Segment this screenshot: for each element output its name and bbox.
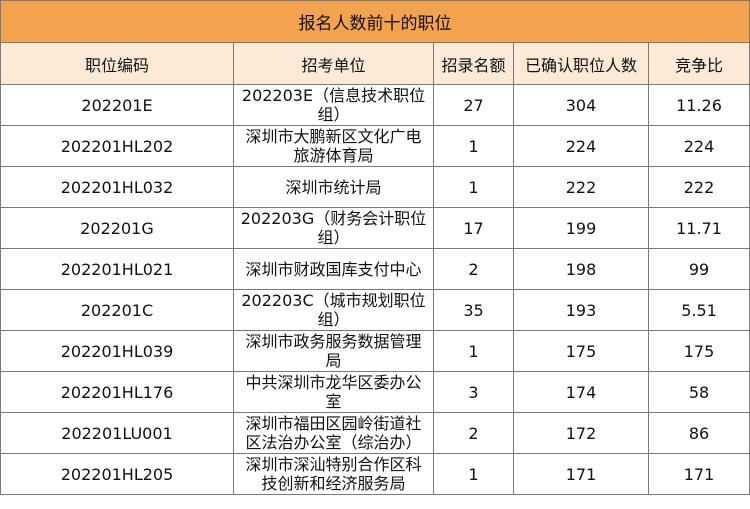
table-title: 报名人数前十的职位 bbox=[0, 0, 750, 43]
cell-confirmed: 172 bbox=[513, 412, 649, 454]
cell-confirmed: 174 bbox=[513, 371, 649, 413]
cell-unit: 202203C（城市规划职位组） bbox=[233, 289, 434, 331]
cell-quota: 3 bbox=[433, 371, 514, 413]
header-row: 职位编码 招考单位 招录名额 已确认职位人数 竞争比 bbox=[0, 42, 750, 85]
cell-quota: 27 bbox=[433, 84, 514, 126]
cell-quota: 2 bbox=[433, 412, 514, 454]
table-row: 202201E 202203E（信息技术职位组） 27 304 11.26 bbox=[0, 84, 750, 126]
cell-confirmed: 193 bbox=[513, 289, 649, 331]
cell-confirmed: 224 bbox=[513, 125, 649, 167]
cell-quota: 1 bbox=[433, 125, 514, 167]
cell-confirmed: 222 bbox=[513, 166, 649, 208]
cell-confirmed: 171 bbox=[513, 453, 649, 495]
cell-quota: 17 bbox=[433, 207, 514, 249]
cell-code: 202201HL205 bbox=[0, 453, 234, 495]
cell-code: 202201G bbox=[0, 207, 234, 249]
cell-ratio: 11.26 bbox=[647, 84, 750, 126]
cell-ratio: 175 bbox=[647, 330, 750, 372]
cell-ratio: 171 bbox=[647, 453, 750, 495]
cell-code: 202201HL176 bbox=[0, 371, 234, 413]
ranking-table: 报名人数前十的职位 职位编码 招考单位 招录名额 已确认职位人数 竞争比 202… bbox=[0, 0, 750, 495]
cell-quota: 1 bbox=[433, 453, 514, 495]
cell-ratio: 58 bbox=[647, 371, 750, 413]
header-confirmed: 已确认职位人数 bbox=[513, 42, 649, 85]
title-row: 报名人数前十的职位 bbox=[0, 0, 750, 43]
table-row: 202201LU001 深圳市福田区园岭街道社区法治办公室（综治办） 2 172… bbox=[0, 412, 750, 454]
table-row: 202201G 202203G（财务会计职位组） 17 199 11.71 bbox=[0, 207, 750, 249]
cell-unit: 中共深圳市龙华区委办公室 bbox=[233, 371, 434, 413]
cell-ratio: 86 bbox=[647, 412, 750, 454]
cell-unit: 深圳市财政国库支付中心 bbox=[233, 248, 434, 290]
table-row: 202201HL032 深圳市统计局 1 222 222 bbox=[0, 166, 750, 208]
cell-code: 202201HL202 bbox=[0, 125, 234, 167]
header-quota: 招录名额 bbox=[433, 42, 514, 85]
cell-unit: 深圳市深汕特别合作区科技创新和经济服务局 bbox=[233, 453, 434, 495]
cell-code: 202201HL021 bbox=[0, 248, 234, 290]
cell-code: 202201C bbox=[0, 289, 234, 331]
cell-quota: 35 bbox=[433, 289, 514, 331]
cell-unit: 深圳市福田区园岭街道社区法治办公室（综治办） bbox=[233, 412, 434, 454]
cell-ratio: 5.51 bbox=[647, 289, 750, 331]
cell-confirmed: 304 bbox=[513, 84, 649, 126]
cell-ratio: 224 bbox=[647, 125, 750, 167]
cell-confirmed: 198 bbox=[513, 248, 649, 290]
cell-ratio: 222 bbox=[647, 166, 750, 208]
header-code: 职位编码 bbox=[0, 42, 234, 85]
cell-unit: 深圳市统计局 bbox=[233, 166, 434, 208]
cell-code: 202201HL039 bbox=[0, 330, 234, 372]
cell-unit: 202203E（信息技术职位组） bbox=[233, 84, 434, 126]
cell-unit: 202203G（财务会计职位组） bbox=[233, 207, 434, 249]
table-row: 202201HL021 深圳市财政国库支付中心 2 198 99 bbox=[0, 248, 750, 290]
cell-ratio: 11.71 bbox=[647, 207, 750, 249]
cell-unit: 深圳市大鹏新区文化广电旅游体育局 bbox=[233, 125, 434, 167]
cell-quota: 1 bbox=[433, 166, 514, 208]
table-row: 202201HL202 深圳市大鹏新区文化广电旅游体育局 1 224 224 bbox=[0, 125, 750, 167]
table-row: 202201HL205 深圳市深汕特别合作区科技创新和经济服务局 1 171 1… bbox=[0, 453, 750, 495]
table-row: 202201HL176 中共深圳市龙华区委办公室 3 174 58 bbox=[0, 371, 750, 413]
cell-ratio: 99 bbox=[647, 248, 750, 290]
cell-unit: 深圳市政务服务数据管理局 bbox=[233, 330, 434, 372]
header-unit: 招考单位 bbox=[233, 42, 434, 85]
header-ratio: 竞争比 bbox=[647, 42, 750, 85]
table-row: 202201C 202203C（城市规划职位组） 35 193 5.51 bbox=[0, 289, 750, 331]
cell-code: 202201HL032 bbox=[0, 166, 234, 208]
cell-code: 202201LU001 bbox=[0, 412, 234, 454]
table-row: 202201HL039 深圳市政务服务数据管理局 1 175 175 bbox=[0, 330, 750, 372]
cell-quota: 1 bbox=[433, 330, 514, 372]
cell-confirmed: 175 bbox=[513, 330, 649, 372]
cell-confirmed: 199 bbox=[513, 207, 649, 249]
cell-code: 202201E bbox=[0, 84, 234, 126]
cell-quota: 2 bbox=[433, 248, 514, 290]
